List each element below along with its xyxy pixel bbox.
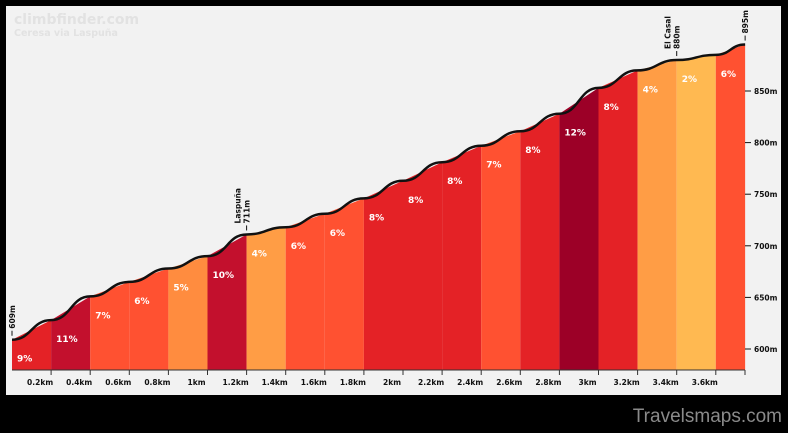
annotation-label: El Casal — [664, 16, 673, 49]
y-tick-label: 650m — [754, 293, 778, 302]
climb-title: Ceresa via Laspuña — [14, 28, 118, 39]
x-tick-label: 1.8km — [340, 378, 366, 387]
x-tick-label: 3km — [578, 378, 596, 387]
grade-segment — [207, 234, 247, 370]
grade-segment — [285, 213, 325, 370]
grade-label: 6% — [291, 242, 306, 252]
grade-segment — [246, 227, 286, 370]
grade-segment — [324, 198, 364, 370]
grade-segment — [129, 268, 169, 370]
x-tick-label: 2.6km — [496, 378, 522, 387]
annotations: 609m Laspuña 711m El Casal 880m 895m — [8, 10, 750, 336]
grade-label: 8% — [447, 177, 462, 187]
grade-segment — [481, 131, 521, 370]
grade-segment — [442, 145, 482, 370]
grade-segment — [12, 320, 52, 370]
grade-label: 4% — [252, 249, 267, 259]
y-tick-label: 700m — [754, 242, 778, 251]
x-tick-label: 3.2km — [614, 378, 640, 387]
x-tick-label: 1km — [187, 378, 205, 387]
grade-label: 11% — [56, 335, 78, 345]
grade-label: 5% — [173, 284, 188, 294]
y-axis: 600m 650m 700m 750m 800m 850m — [745, 87, 778, 354]
annotation-label: 711m — [243, 200, 252, 224]
x-tick-label: 1.2km — [223, 378, 249, 387]
grade-label: 10% — [213, 271, 235, 281]
annotation-label: 609m — [8, 305, 17, 329]
x-tick-label: 3.4km — [653, 378, 679, 387]
grade-label: 9% — [17, 355, 32, 365]
profile-line — [11, 43, 746, 341]
grade-segment — [403, 162, 443, 370]
grade-segment — [168, 256, 208, 370]
grade-label: 6% — [330, 229, 345, 239]
grade-segment — [520, 113, 560, 370]
x-tick-label: 0.2km — [27, 378, 53, 387]
grade-label: 7% — [486, 161, 501, 171]
grade-segment — [598, 70, 638, 371]
x-tick-label: 2.4km — [457, 378, 483, 387]
grade-segment — [90, 281, 130, 370]
x-tick-label: 0.6km — [105, 378, 131, 387]
annotation-label: 880m — [673, 25, 682, 49]
x-tick-label: 3.6km — [692, 378, 718, 387]
y-tick-label: 850m — [754, 87, 778, 96]
grade-label: 6% — [134, 297, 149, 307]
x-tick-label: 0.8km — [144, 378, 170, 387]
x-axis: 0.2km 0.4km 0.6km 0.8km 1km 1.2km 1.4km 1.6km 1.… — [12, 369, 746, 387]
grade-label: 8% — [604, 103, 619, 113]
x-tick-label: 1.6km — [301, 378, 327, 387]
x-tick-label: 0.4km — [66, 378, 92, 387]
grade-label: 4% — [643, 85, 658, 95]
grade-label: 8% — [525, 146, 540, 156]
x-tick-label: 2.8km — [535, 378, 561, 387]
grade-segment — [559, 87, 599, 371]
grade-segment — [715, 44, 746, 371]
grade-label: 12% — [564, 129, 586, 139]
watermark: Travelsmaps.com — [632, 406, 782, 427]
grade-label: 8% — [369, 213, 384, 223]
grade-label: 7% — [95, 311, 110, 321]
annotation-label: Laspuña — [234, 188, 243, 223]
grade-segment — [363, 180, 403, 370]
x-tick-label: 2.2km — [418, 378, 444, 387]
grade-segment — [51, 296, 91, 370]
x-tick-label: 1.4km — [262, 378, 288, 387]
profile-line-path — [11, 43, 746, 341]
brand-logo[interactable]: climbfinder.com — [14, 12, 140, 28]
y-tick-label: 800m — [754, 139, 778, 148]
grade-segments: 9% 11% 7% 6% 5% 10% 4% 6% 6% 8% 8% 8% 7% 8% 12% 8% 4% 2% 6… — [12, 44, 746, 371]
grade-segment — [637, 60, 677, 370]
x-tick-label: 2km — [383, 378, 401, 387]
grade-label: 2% — [682, 75, 697, 85]
y-tick-label: 750m — [754, 190, 778, 199]
grade-label: 6% — [721, 70, 736, 80]
grade-segment — [676, 54, 716, 370]
y-tick-label: 600m — [754, 345, 778, 354]
annotation-label: 895m — [741, 10, 750, 34]
grade-label: 8% — [408, 196, 423, 206]
